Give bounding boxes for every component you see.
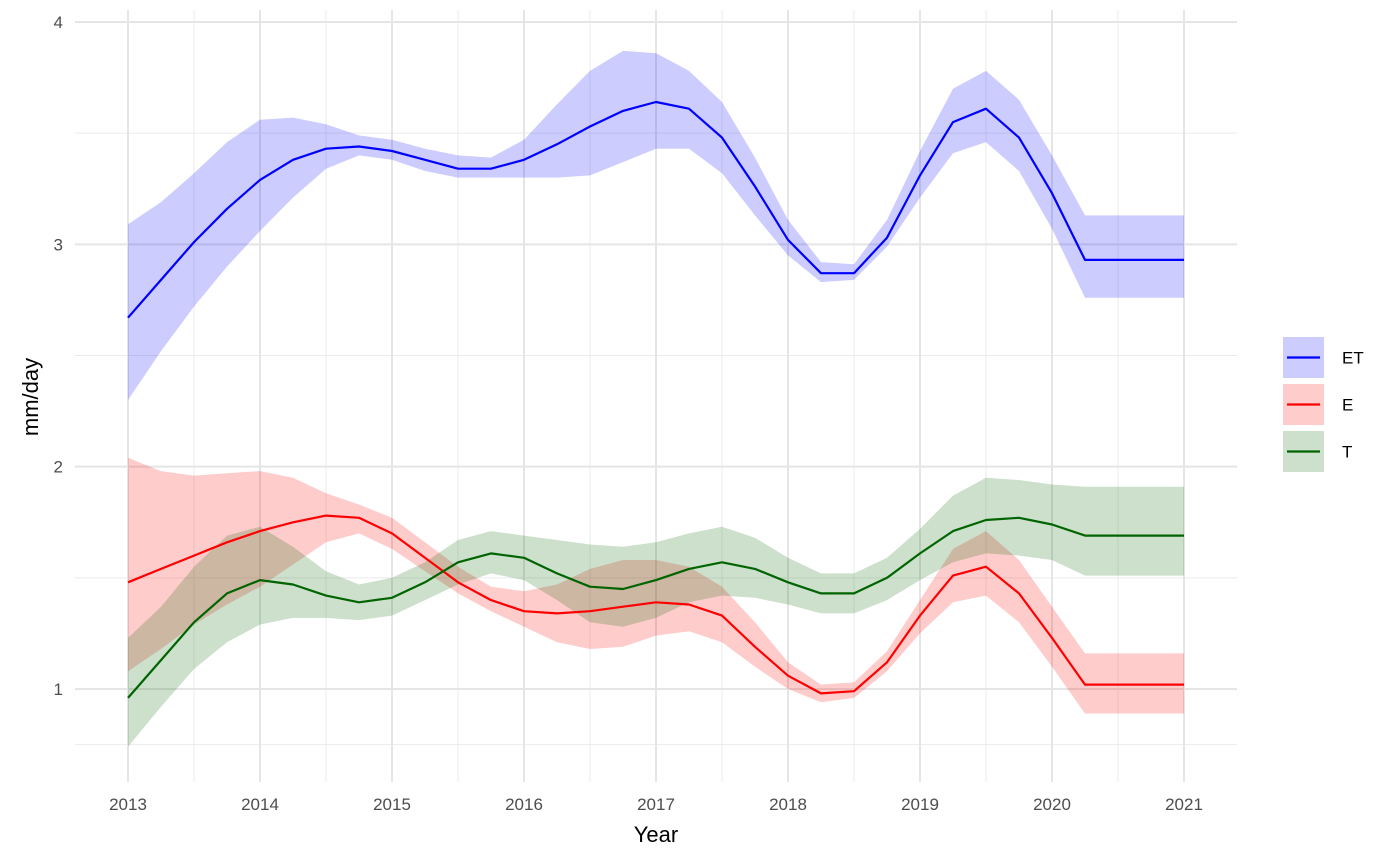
confidence-ribbons: [128, 50, 1184, 747]
major-grid: [75, 10, 1237, 782]
x-tick-label: 2016: [505, 795, 543, 814]
x-axis-ticks: 2013 2014 2015 2016 2017 2018 2019 2020 2021: [109, 795, 1203, 814]
legend-label: E: [1342, 396, 1353, 415]
y-axis-title: mm/day: [18, 358, 43, 436]
line-et: [127, 100, 1184, 319]
legend-item-et: ET: [1283, 337, 1364, 378]
ribbon-et: [128, 50, 1184, 401]
x-tick-label: 2014: [241, 795, 279, 814]
legend-item-e: E: [1283, 384, 1353, 425]
legend-item-t: T: [1283, 431, 1352, 472]
line-e: [127, 514, 1184, 695]
y-tick-label: 3: [54, 235, 63, 254]
legend-label: ET: [1342, 349, 1364, 368]
ribbon-e: [128, 457, 1184, 714]
series-lines: [127, 100, 1184, 699]
y-tick-label: 2: [54, 458, 63, 477]
legend-label: T: [1342, 443, 1352, 462]
y-tick-label: 1: [54, 680, 63, 699]
ribbon-t: [128, 477, 1184, 747]
x-axis-title: Year: [634, 822, 678, 847]
y-axis-ticks: 1 2 3 4: [54, 13, 63, 699]
x-tick-label: 2015: [373, 795, 411, 814]
x-tick-label: 2018: [769, 795, 807, 814]
y-tick-label: 4: [54, 13, 63, 32]
x-tick-label: 2020: [1033, 795, 1071, 814]
x-tick-label: 2013: [109, 795, 147, 814]
line-t: [127, 516, 1184, 699]
x-tick-label: 2021: [1165, 795, 1203, 814]
x-tick-label: 2019: [901, 795, 939, 814]
x-tick-label: 2017: [637, 795, 675, 814]
